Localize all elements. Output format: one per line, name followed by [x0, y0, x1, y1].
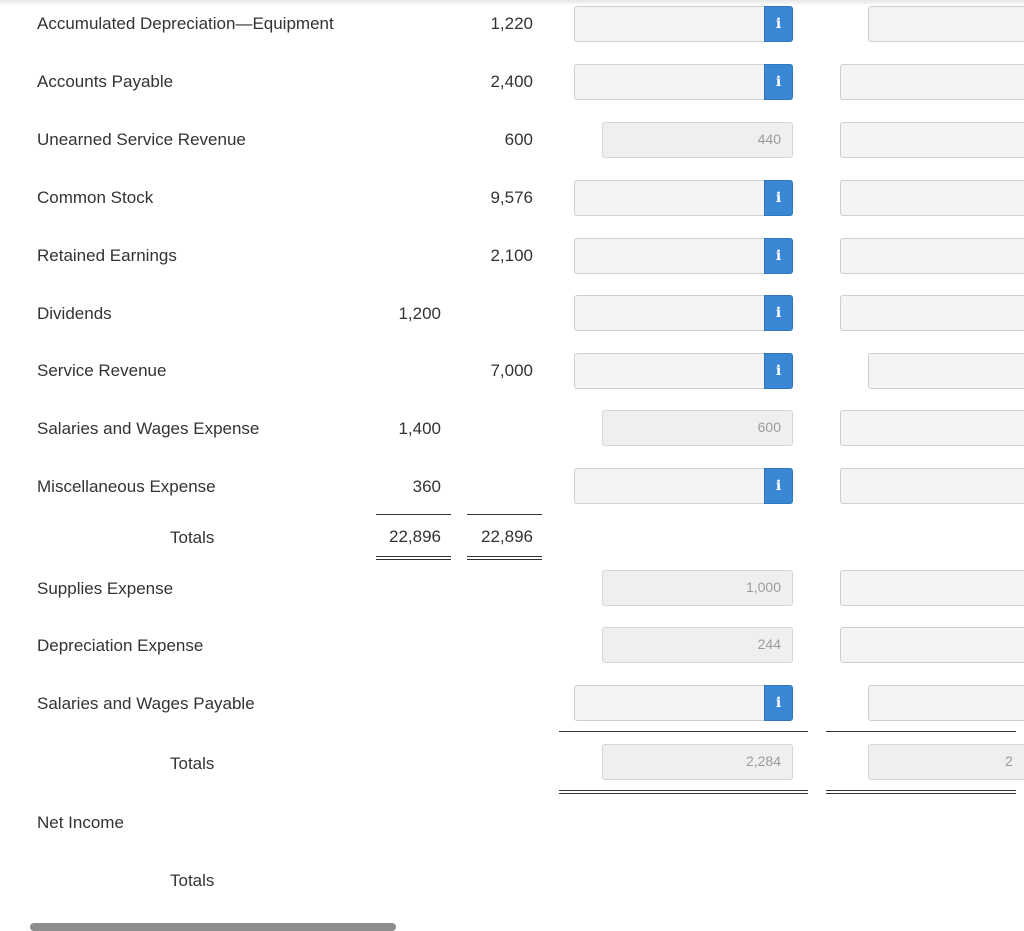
info-icon[interactable]: i — [764, 685, 793, 721]
debit-value: 360 — [412, 477, 441, 496]
totals-label: Totals — [170, 871, 215, 890]
row-label: Accounts Payable — [37, 72, 174, 91]
credit-total-value: 2 — [1005, 753, 1013, 769]
credit-value: 9,576 — [490, 188, 533, 207]
row-label: Accumulated Depreciation—Equipment — [37, 14, 334, 33]
row-label: Supplies Expense — [37, 579, 174, 598]
adjustment-credit-input[interactable] — [840, 122, 1024, 158]
adjustment-input[interactable]: i — [574, 6, 793, 42]
adjustment-value: 1,000 — [745, 579, 781, 595]
info-icon[interactable]: i — [764, 238, 793, 274]
adjustment-credit-input[interactable] — [868, 6, 1024, 42]
adjustment-credit-input[interactable] — [840, 238, 1024, 274]
sum-rule — [559, 731, 808, 732]
row-label: Retained Earnings — [37, 246, 177, 265]
info-icon[interactable]: i — [764, 64, 793, 100]
row-label: Unearned Service Revenue — [37, 130, 246, 149]
debit-value: 1,200 — [398, 304, 441, 323]
adjustment-credit-input[interactable] — [840, 64, 1024, 100]
net-income-label: Net Income — [37, 813, 124, 832]
credit-value: 2,400 — [490, 72, 533, 91]
info-icon[interactable]: i — [764, 6, 793, 42]
sum-rule — [376, 514, 451, 515]
double-rule — [467, 556, 542, 560]
adjustment-input[interactable]: i — [574, 180, 793, 216]
row-label: Common Stock — [37, 188, 154, 207]
double-rule — [376, 556, 451, 560]
credit-value: 600 — [504, 130, 533, 149]
info-icon[interactable]: i — [764, 353, 793, 389]
adjustment-value: 244 — [757, 636, 781, 652]
adjustment-value: 440 — [757, 131, 781, 147]
row-label: Salaries and Wages Payable — [37, 694, 255, 713]
credit-value: 7,000 — [490, 361, 533, 380]
adjustment-total-field: 2,284 — [602, 744, 793, 780]
row-label: Dividends — [37, 304, 112, 323]
adjustment-credit-input[interactable] — [840, 627, 1024, 663]
info-icon[interactable]: i — [764, 468, 793, 504]
sum-rule — [826, 731, 1016, 732]
double-rule — [559, 790, 808, 794]
adjustment-credit-input[interactable] — [840, 570, 1024, 606]
adjustment-value: 600 — [757, 419, 781, 435]
top-edge-shadow — [0, 0, 1024, 6]
adjustment-field: 600 — [602, 410, 793, 446]
info-icon[interactable]: i — [764, 180, 793, 216]
totals-label: Totals — [170, 528, 215, 547]
adjustment-credit-input[interactable] — [868, 685, 1024, 721]
debit-total: 22,896 — [389, 527, 441, 546]
adjustment-credit-input[interactable] — [868, 353, 1024, 389]
totals-label: Totals — [170, 754, 215, 773]
adjustment-input[interactable]: i — [574, 64, 793, 100]
row-label: Salaries and Wages Expense — [37, 419, 260, 438]
adjustment-credit-input[interactable] — [840, 468, 1024, 504]
horizontal-scrollbar[interactable] — [30, 923, 396, 931]
debit-value: 1,400 — [398, 419, 441, 438]
adjustment-credit-input[interactable] — [840, 180, 1024, 216]
adjustment-total-value: 2,284 — [745, 753, 781, 769]
credit-total: 22,896 — [481, 527, 533, 546]
credit-value: 1,220 — [490, 14, 533, 33]
adjustment-credit-total-field: 2 — [868, 744, 1024, 780]
row-label: Miscellaneous Expense — [37, 477, 216, 496]
adjustment-input[interactable]: i — [574, 685, 793, 721]
credit-value: 2,100 — [490, 246, 533, 265]
sum-rule — [467, 514, 542, 515]
double-rule — [826, 790, 1016, 794]
adjustment-input[interactable]: i — [574, 238, 793, 274]
adjustment-credit-input[interactable] — [840, 410, 1024, 446]
adjustment-field: 244 — [602, 627, 793, 663]
adjustment-input[interactable]: i — [574, 468, 793, 504]
info-icon[interactable]: i — [764, 295, 793, 331]
row-label: Depreciation Expense — [37, 636, 204, 655]
adjustment-field: 440 — [602, 122, 793, 158]
adjustment-input[interactable]: i — [574, 353, 793, 389]
adjustment-credit-input[interactable] — [840, 295, 1024, 331]
adjustment-input[interactable]: i — [574, 295, 793, 331]
row-label: Service Revenue — [37, 361, 167, 380]
adjustment-field: 1,000 — [602, 570, 793, 606]
